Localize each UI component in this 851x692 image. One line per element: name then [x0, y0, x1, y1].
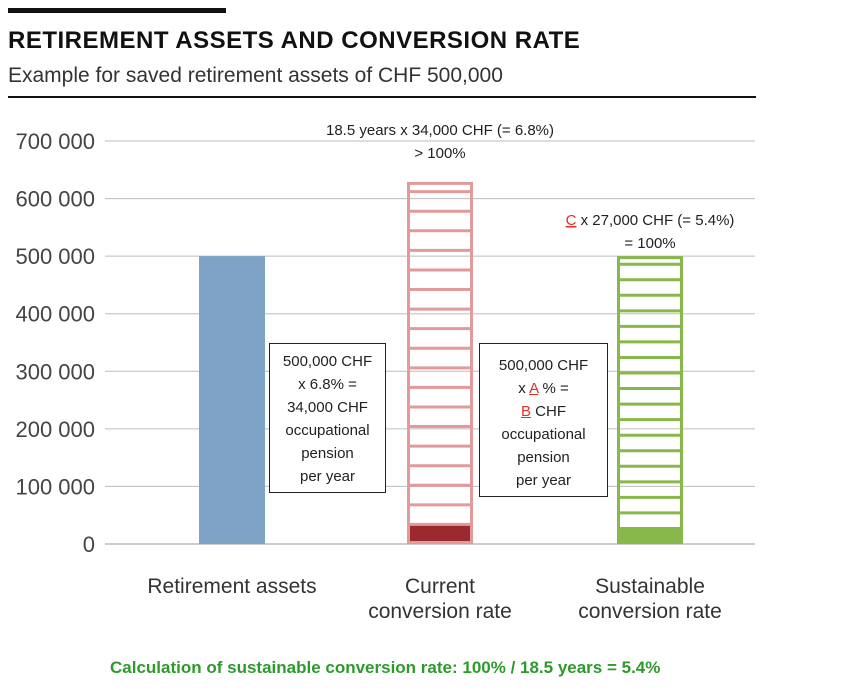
- y-axis-ticks: 0 100 000 200 000 300 000 400 000 500 000 600 …: [15, 129, 95, 557]
- sustainable-pension-box: 500,000 CHF x A % = B CHF occupational p…: [479, 343, 608, 497]
- sustainable-box-line3: B CHF: [480, 400, 607, 423]
- x-category-label-line: conversion rate: [368, 600, 512, 623]
- placeholder-c: C: [566, 212, 577, 229]
- bar-current-conversion-rate: [407, 181, 473, 545]
- subtitle-rule: [8, 96, 756, 98]
- sustainable-box-line1: 500,000 CHF: [498, 357, 589, 374]
- current-annotation-line2: > 100%: [414, 145, 465, 162]
- sustainable-box-line2-pre: x: [518, 380, 530, 397]
- current-box-line1: 500,000 CHF: [282, 353, 373, 370]
- footer-calculation: Calculation of sustainable conversion ra…: [110, 658, 661, 677]
- placeholder-b: B: [520, 403, 531, 420]
- current-box-line3: 34,000 CHF: [287, 399, 368, 416]
- bar-fill-segment: [407, 524, 473, 544]
- x-category-label-line: Sustainable: [595, 575, 705, 598]
- x-category-label-line: conversion rate: [578, 600, 722, 623]
- annotations: 18.5 years x 34,000 CHF (= 6.8%) > 100% …: [326, 122, 734, 252]
- sustainable-box-line3-post: CHF: [531, 403, 566, 420]
- current-box-line5: pension: [301, 445, 354, 462]
- x-category-label-line: Retirement assets: [147, 575, 316, 598]
- x-category-label: Sustainable conversion rate: [578, 575, 722, 623]
- sustainable-annotation-line1-rest: x 27,000 CHF (= 5.4%): [576, 212, 734, 229]
- page-subtitle: Example for saved retirement assets of C…: [8, 64, 503, 87]
- y-tick-label: 500 000: [15, 244, 95, 269]
- sustainable-annotation-line2: = 100%: [624, 235, 675, 252]
- bar-outline: [617, 256, 683, 544]
- sustainable-box-line4: occupational: [501, 426, 586, 443]
- x-category-label: Retirement assets: [147, 575, 316, 598]
- current-box-line4: occupational: [285, 422, 370, 439]
- sustainable-box-line2-post: % =: [538, 380, 569, 397]
- x-category-label: Current conversion rate: [368, 575, 512, 623]
- bars: [199, 181, 683, 545]
- y-tick-label: 600 000: [15, 187, 95, 212]
- y-tick-label: 200 000: [15, 417, 95, 442]
- y-tick-label: 0: [83, 532, 95, 557]
- category-labels: Retirement assets Current conversion rateS…: [147, 575, 721, 623]
- y-tick-label: 100 000: [15, 474, 95, 499]
- bar-retirement-assets: [199, 256, 265, 544]
- y-tick-label: 400 000: [15, 302, 95, 327]
- bar-outline: [407, 181, 473, 545]
- sustainable-annotation-line1: C x 27,000 CHF (= 5.4%): [566, 212, 735, 229]
- x-category-label-line: Current: [405, 575, 475, 598]
- current-annotation-line1: 18.5 years x 34,000 CHF (= 6.8%): [326, 122, 554, 139]
- sustainable-box-line2: x A % =: [480, 377, 607, 400]
- y-tick-label: 700 000: [15, 129, 95, 154]
- current-box-line2: x 6.8% =: [298, 376, 357, 393]
- current-box-line6: per year: [299, 468, 356, 485]
- bar-fill-segment: [617, 528, 683, 544]
- current-pension-box: 500,000 CHF x 6.8% = 34,000 CHF occupati…: [269, 343, 386, 493]
- top-rule: [8, 8, 226, 13]
- sustainable-box-line5: pension: [517, 449, 570, 466]
- y-tick-label: 300 000: [15, 359, 95, 384]
- sustainable-box-line6: per year: [515, 472, 572, 489]
- placeholder-a: A: [529, 380, 539, 397]
- bar-sustainable-conversion-rate: [617, 256, 683, 544]
- page-title: RETIREMENT ASSETS AND CONVERSION RATE: [8, 27, 581, 54]
